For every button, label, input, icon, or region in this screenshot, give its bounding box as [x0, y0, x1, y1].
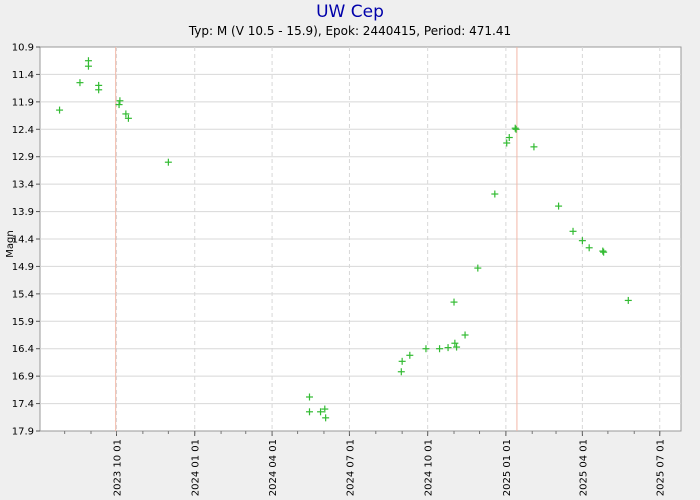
y-tick-label: 12.4 — [12, 125, 34, 136]
observation-point — [578, 237, 586, 245]
y-tick-label: 17.9 — [12, 427, 34, 438]
observation-point — [322, 414, 330, 422]
y-tick-label: 12.9 — [12, 152, 34, 163]
observation-point — [321, 405, 329, 413]
observation-point — [505, 134, 513, 142]
y-tick-label: 15.4 — [12, 289, 34, 300]
y-axis-label: Magn — [5, 230, 16, 257]
y-tick-label: 16.4 — [12, 344, 34, 355]
observation-point — [305, 393, 313, 401]
observation-point — [124, 114, 132, 122]
observation-point — [305, 408, 313, 416]
y-tick-label: 16.9 — [12, 372, 34, 383]
observation-point — [444, 344, 452, 352]
observation-point — [164, 158, 172, 166]
x-tick-label: 2025 01 01 — [502, 439, 513, 496]
x-tick-label: 2025 04 01 — [578, 439, 589, 496]
x-tick-label: 2023 10 01 — [113, 439, 124, 496]
y-tick-label: 15.9 — [12, 317, 34, 328]
observation-point — [624, 296, 632, 304]
observation-point — [585, 244, 593, 252]
observation-point — [397, 368, 405, 376]
y-tick-label: 13.4 — [12, 180, 34, 191]
grid-lines — [40, 47, 681, 431]
observation-point — [398, 357, 406, 365]
x-tick-label: 2024 04 01 — [268, 439, 279, 496]
observation-point — [450, 298, 458, 306]
y-tick-label: 14.9 — [12, 262, 34, 273]
observation-point — [317, 408, 325, 416]
y-tick-label: 14.4 — [12, 235, 34, 246]
observation-point — [474, 264, 482, 272]
observation-point — [511, 124, 519, 132]
observation-point — [512, 125, 520, 133]
axis-ticks: 10.9 11.4 11.9 12.4 12.9 13.4 13.9 14.4 14.9 15.4… — [12, 43, 667, 497]
observation-point — [422, 345, 430, 353]
observation-point — [503, 139, 511, 147]
y-tick-label: 11.9 — [12, 97, 34, 108]
maximum-lines — [115, 47, 518, 431]
observation-point — [56, 106, 64, 114]
x-tick-label: 2025 07 01 — [656, 439, 667, 496]
observation-point — [406, 351, 414, 359]
observation-point — [115, 101, 123, 109]
observation-point — [569, 227, 577, 235]
observation-point — [95, 86, 103, 94]
chart-title: UW Cep — [316, 2, 384, 22]
observation-point — [555, 202, 563, 210]
y-tick-label: 13.9 — [12, 207, 34, 218]
observation-point — [122, 110, 130, 118]
observation-point — [116, 97, 124, 105]
observation-point — [451, 339, 459, 347]
x-tick-label: 2024 01 01 — [191, 439, 202, 496]
observation-point — [436, 345, 444, 353]
observation-point — [491, 190, 499, 198]
observation-point — [599, 247, 607, 255]
x-tick-label: 2024 10 01 — [424, 439, 435, 496]
chart-subtitle: Typ: M (V 10.5 - 15.9), Epok: 2440415, P… — [188, 24, 512, 38]
observation-point — [600, 248, 608, 256]
observation-point — [84, 62, 92, 70]
y-tick-label: 17.4 — [12, 399, 34, 410]
observation-point — [461, 331, 469, 339]
observation-point — [76, 79, 84, 87]
y-tick-label: 10.9 — [12, 43, 34, 54]
observation-point — [453, 343, 461, 351]
observation-points — [56, 57, 632, 422]
observation-point — [530, 143, 538, 151]
x-tick-label: 2024 07 01 — [345, 439, 356, 496]
y-tick-label: 11.4 — [12, 70, 34, 81]
